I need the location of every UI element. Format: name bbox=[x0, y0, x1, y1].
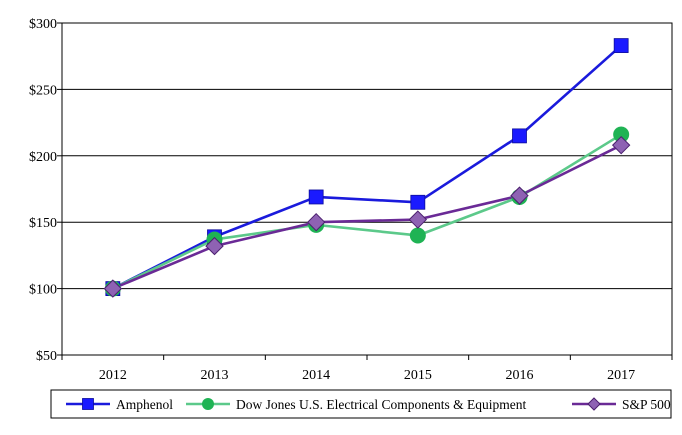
data-point bbox=[103, 279, 123, 298]
gridlines bbox=[62, 22, 672, 356]
series-2 bbox=[112, 133, 622, 290]
data-point bbox=[613, 38, 629, 53]
data-point bbox=[410, 194, 426, 210]
data-point bbox=[306, 212, 326, 232]
series-markers-1 bbox=[105, 38, 629, 297]
x-axis: 2012 2013 2014 2015 2016 2017 bbox=[61, 355, 673, 383]
data-point bbox=[613, 126, 630, 143]
series-line bbox=[112, 133, 622, 290]
data-point bbox=[611, 135, 631, 155]
legend-box bbox=[50, 389, 672, 419]
legend-item: Amphenol bbox=[66, 397, 173, 412]
x-tick-label: 2012 bbox=[99, 368, 127, 383]
y-tick-label: $250 bbox=[29, 83, 57, 98]
data-point bbox=[202, 398, 214, 410]
y-tick-label: $50 bbox=[36, 349, 57, 364]
data-point bbox=[510, 186, 529, 205]
x-tick-label: 2013 bbox=[201, 368, 229, 383]
data-point bbox=[408, 210, 428, 229]
legend-label: Dow Jones U.S. Electrical Components & E… bbox=[236, 397, 526, 412]
data-point bbox=[205, 236, 224, 256]
plot-area bbox=[61, 22, 673, 356]
series-layer bbox=[103, 38, 631, 298]
legend: Amphenol Dow Jones U.S. Electrical Compon… bbox=[50, 389, 672, 419]
series-1 bbox=[112, 44, 623, 290]
x-tick-label: 2014 bbox=[302, 368, 330, 383]
data-point bbox=[308, 189, 324, 205]
data-point bbox=[82, 398, 94, 410]
series-3 bbox=[112, 144, 622, 290]
series-line bbox=[112, 144, 622, 290]
y-tick-label: $300 bbox=[29, 17, 57, 32]
y-tick-label: $150 bbox=[29, 216, 57, 231]
legend-item: Dow Jones U.S. Electrical Components & E… bbox=[186, 397, 526, 412]
x-tick-label: 2015 bbox=[404, 368, 432, 383]
legend-label: S&P 500 bbox=[622, 397, 671, 412]
data-point bbox=[409, 227, 426, 244]
series-markers-3 bbox=[103, 135, 631, 298]
y-tick-label: $100 bbox=[29, 283, 57, 298]
x-tick-label: 2016 bbox=[506, 368, 534, 383]
data-point bbox=[512, 128, 527, 144]
y-tick-label: $200 bbox=[29, 150, 57, 165]
data-point bbox=[587, 397, 601, 411]
x-tick-label: 2017 bbox=[607, 368, 635, 383]
legend-item: S&P 500 bbox=[572, 397, 671, 412]
y-axis: $50 $100 $150 $200 $250 $300 bbox=[29, 17, 62, 364]
legend-label: Amphenol bbox=[116, 397, 173, 412]
series-line bbox=[112, 44, 623, 290]
series-markers-2 bbox=[104, 126, 630, 297]
